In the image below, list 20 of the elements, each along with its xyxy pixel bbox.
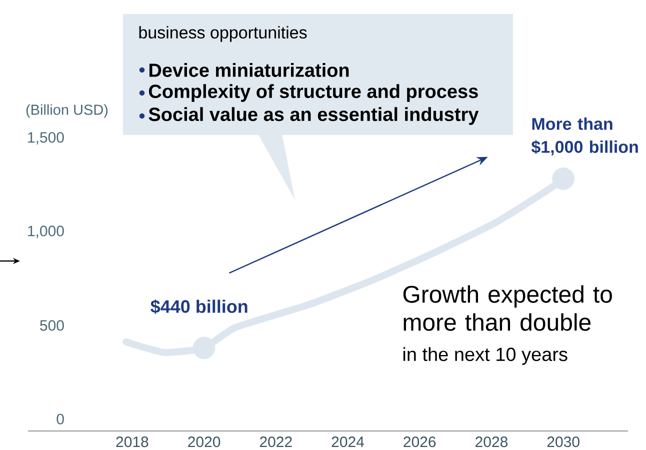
text: Complexity of structure and process <box>148 84 478 102</box>
x-tick-label: 2028 <box>476 436 508 448</box>
text: Device miniaturization <box>149 63 349 77</box>
x-tick-label: 2020 <box>188 436 220 448</box>
x-tick-label: 2022 <box>260 436 292 448</box>
y-axis-title: (Billion USD) <box>26 104 108 118</box>
text: Social value as an essential industry <box>148 107 479 125</box>
y-tick-label: 0 <box>56 414 64 424</box>
text: business opportunities <box>139 26 307 42</box>
x-tick-label: 2030 <box>547 436 580 448</box>
annotation: $440 billion <box>150 299 248 314</box>
y-tick-label: 1,000 <box>28 226 64 238</box>
y-tick-label: 500 <box>40 320 64 331</box>
x-tick-label: 2024 <box>332 436 364 448</box>
annotation: Growth expected to more than double <box>403 285 612 331</box>
annotation: More than $1,000 billion <box>531 117 638 156</box>
x-tick-label: 2018 <box>116 436 148 448</box>
y-tick-label: 1,500 <box>28 132 64 144</box>
x-tick-label: 2026 <box>404 436 436 448</box>
annotation: in the next 10 years <box>403 347 568 365</box>
